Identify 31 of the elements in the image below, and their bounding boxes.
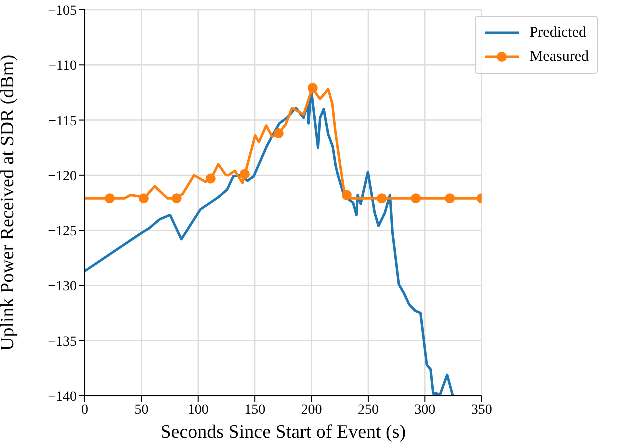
x-tick-label: 100: [188, 402, 209, 418]
x-tick-label: 150: [244, 402, 266, 418]
point: [138, 194, 149, 204]
point: [104, 194, 115, 204]
y-tick-label: −110: [48, 59, 77, 74]
point: [308, 83, 318, 94]
legend-label: Measured: [530, 48, 589, 66]
x-tick-label: 200: [301, 402, 322, 418]
y-tick-label: −115: [48, 114, 77, 130]
x-tick-label: 350: [471, 402, 492, 418]
y-tick-label: −140: [48, 390, 77, 405]
y-tick-label: −105: [48, 4, 77, 19]
y-axis-title: Uplink Power Received at SDR (dBm): [0, 54, 19, 352]
x-tick-label: 0: [82, 402, 88, 418]
point: [172, 194, 182, 204]
point: [240, 169, 250, 180]
point: [206, 174, 216, 184]
y-tick-label: −130: [48, 280, 77, 295]
x-tick-label: 300: [414, 402, 436, 418]
point: [377, 194, 388, 204]
y-tick-label: −135: [48, 334, 77, 350]
point: [411, 194, 422, 204]
x-tick-label: 50: [134, 402, 149, 418]
point: [342, 190, 352, 200]
x-tick-label: 250: [358, 402, 379, 418]
x-axis-title: Seconds Since Start of Event (s): [160, 422, 406, 443]
point: [445, 194, 456, 204]
y-tick-label: −125: [48, 224, 77, 240]
y-tick-label: −120: [48, 169, 77, 184]
legend-label: Predicted: [530, 24, 586, 42]
point: [274, 128, 284, 139]
